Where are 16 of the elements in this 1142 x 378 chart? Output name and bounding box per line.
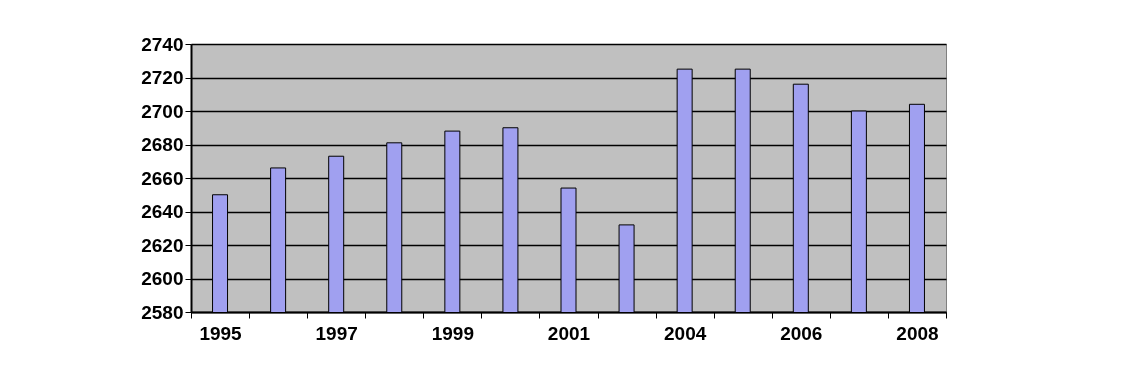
y-tick-label: 2700 (141, 100, 184, 122)
y-tick-label: 2680 (141, 134, 184, 155)
x-tick-label: 1995 (199, 322, 243, 344)
y-tick-label: 2740 (141, 33, 184, 55)
y-tick-label: 2640 (141, 201, 184, 222)
y-tick-label: 2620 (141, 234, 184, 256)
x-tick-label: 1997 (315, 322, 358, 344)
y-tick-label: 2600 (141, 268, 184, 289)
x-tick-label: 2008 (896, 322, 939, 344)
x-tick-label: 2006 (780, 322, 823, 344)
x-tick-label: 1999 (431, 322, 474, 344)
y-tick-label: 2660 (141, 167, 184, 189)
x-tick-label: 2004 (664, 322, 707, 344)
y-tick-label: 2580 (141, 301, 184, 323)
y-tick-label: 2720 (141, 67, 184, 88)
x-tick-label: 2001 (547, 322, 591, 344)
